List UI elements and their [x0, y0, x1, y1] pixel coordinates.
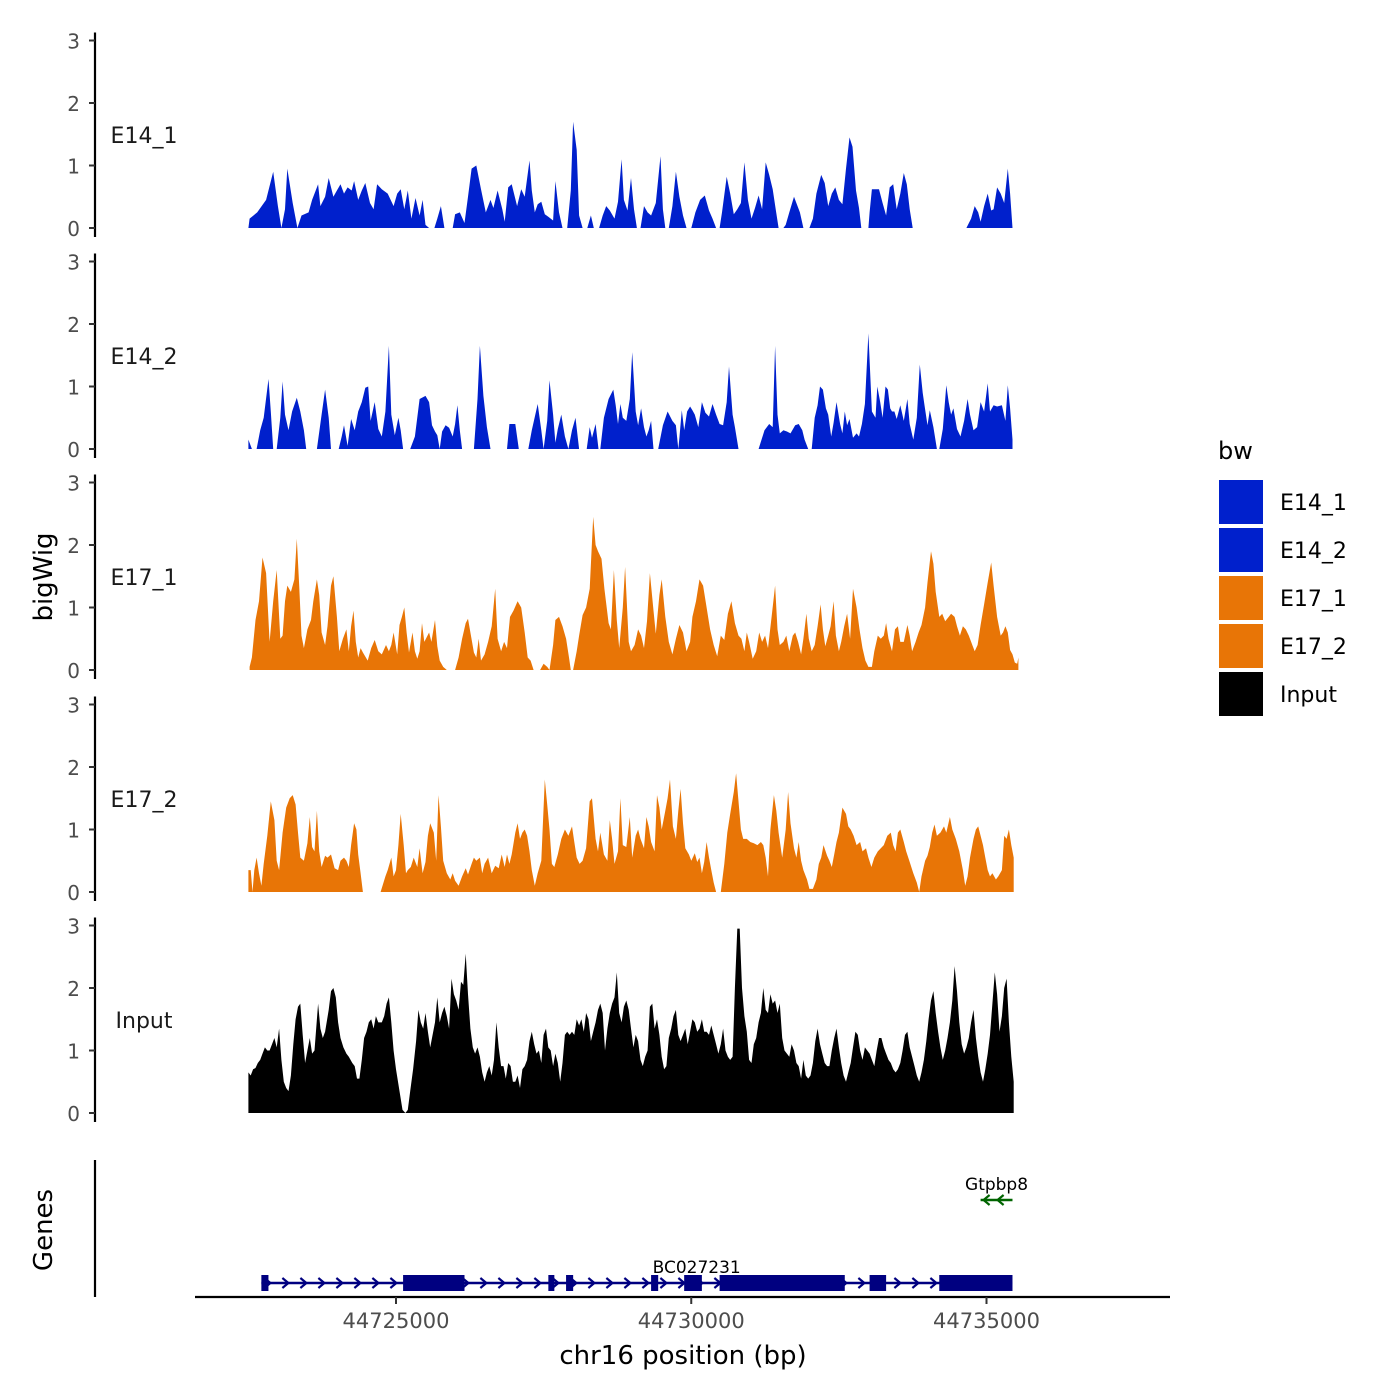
exon-block	[651, 1275, 659, 1291]
y-tick-label: 1	[67, 1040, 80, 1064]
track-label: E14_1	[111, 124, 178, 149]
y-axis-title: bigWig	[29, 532, 59, 621]
strand-chevron	[929, 1277, 939, 1289]
track-label: E14_2	[111, 345, 178, 370]
exon-block	[869, 1275, 887, 1291]
strand-chevron	[515, 1277, 525, 1289]
exon-block	[719, 1275, 845, 1291]
strand-chevron	[299, 1277, 309, 1289]
strand-chevron	[641, 1277, 651, 1289]
strand-chevron	[587, 1277, 597, 1289]
strand-chevron	[479, 1277, 489, 1289]
strand-chevron	[317, 1277, 327, 1289]
y-tick-label: 1	[67, 819, 80, 843]
track-E14_2: 0 1 2 3 E14_2	[67, 251, 1013, 462]
y-tick-label: 1	[67, 376, 80, 400]
strand-chevron	[497, 1277, 507, 1289]
track-label: E17_2	[111, 788, 178, 813]
x-axis-title: chr16 position (bp)	[559, 1341, 806, 1371]
legend-swatch	[1219, 480, 1263, 524]
strand-chevron	[893, 1277, 903, 1289]
strand-chevron	[995, 1194, 1005, 1206]
x-tick-label: 44730000	[638, 1309, 745, 1333]
legend-label: E14_2	[1280, 539, 1347, 564]
track-label: E17_1	[111, 566, 178, 591]
y-tick-label: 2	[67, 92, 80, 116]
gene-Gtpbp8: Gtpbp8	[965, 1175, 1028, 1206]
y-tick-label: 2	[67, 977, 80, 1001]
y-tick-label: 0	[67, 438, 80, 462]
legend: bw E14_1 E14_2 E17_1 E17_2 Input	[1218, 437, 1347, 716]
x-axis: 44725000 44730000 44735000	[195, 1295, 1170, 1333]
y-tick-label: 1	[67, 155, 80, 179]
signal-area-E17_2	[248, 773, 1014, 892]
signal-area-E17_1	[249, 516, 1019, 670]
strand-chevron	[335, 1277, 345, 1289]
legend-swatch	[1219, 672, 1263, 716]
strand-chevron	[371, 1277, 381, 1289]
y-tick-label: 3	[67, 915, 80, 939]
exon-block	[261, 1275, 269, 1291]
exon-block	[684, 1275, 702, 1291]
strand-chevron	[981, 1194, 991, 1206]
gene-track: BC027231 Gtpbp8	[93, 1160, 1028, 1297]
legend-label: E17_1	[1280, 587, 1347, 612]
gene-label: BC027231	[653, 1258, 741, 1278]
y-tick-label: 2	[67, 756, 80, 780]
track-E17_1: 0 1 2 3 E17_1	[67, 472, 1019, 683]
strand-chevron	[605, 1277, 615, 1289]
gene-BC027231: BC027231	[261, 1258, 1013, 1291]
y-tick-label: 0	[67, 1102, 80, 1126]
y-tick-label: 3	[67, 251, 80, 275]
y-tick-label: 3	[67, 30, 80, 54]
exon-block	[939, 1275, 1013, 1291]
y-tick-label: 2	[67, 534, 80, 558]
y-tick-label: 1	[67, 597, 80, 621]
signal-area-E14_1	[248, 121, 1013, 228]
genes-axis-title: Genes	[29, 1189, 59, 1271]
legend-title: bw	[1218, 437, 1253, 465]
y-tick-label: 3	[67, 694, 80, 718]
legend-swatch	[1219, 576, 1263, 620]
x-tick-label: 44725000	[343, 1309, 450, 1333]
strand-chevron	[857, 1277, 867, 1289]
y-tick-label: 0	[67, 881, 80, 905]
strand-chevron	[281, 1277, 291, 1289]
y-tick-label: 0	[67, 217, 80, 241]
legend-swatch	[1219, 624, 1263, 668]
exon-block	[403, 1275, 465, 1291]
signal-area-E14_2	[248, 333, 1013, 449]
track-E14_1: 0 1 2 3 E14_1	[67, 30, 1013, 241]
legend-label: Input	[1280, 683, 1337, 708]
strand-chevron	[353, 1277, 363, 1289]
exon-block	[548, 1275, 555, 1291]
bigwig-tracks: 0 1 2 3 E14_1 0 1 2 3 E14_2 0 1 2 3 E17_1 0 1 2 3 E17_2 0 1 2 3…	[67, 30, 1019, 1126]
gene-label: Gtpbp8	[965, 1175, 1028, 1195]
y-tick-label: 3	[67, 472, 80, 496]
y-tick-label: 2	[67, 313, 80, 337]
track-E17_2: 0 1 2 3 E17_2	[67, 694, 1014, 905]
legend-label: E17_2	[1280, 635, 1347, 660]
strand-chevron	[533, 1277, 543, 1289]
strand-chevron	[623, 1277, 633, 1289]
strand-chevron	[551, 1277, 561, 1289]
track-label: Input	[116, 1009, 173, 1034]
strand-chevron	[659, 1277, 669, 1289]
legend-swatch	[1219, 528, 1263, 572]
x-tick-label: 44735000	[933, 1309, 1040, 1333]
strand-chevron	[389, 1277, 399, 1289]
track-Input: 0 1 2 3 Input	[67, 915, 1014, 1126]
legend-label: E14_1	[1280, 491, 1347, 516]
exon-block	[566, 1275, 574, 1291]
signal-area-Input	[248, 928, 1014, 1113]
y-tick-label: 0	[67, 659, 80, 683]
strand-chevron	[911, 1277, 921, 1289]
